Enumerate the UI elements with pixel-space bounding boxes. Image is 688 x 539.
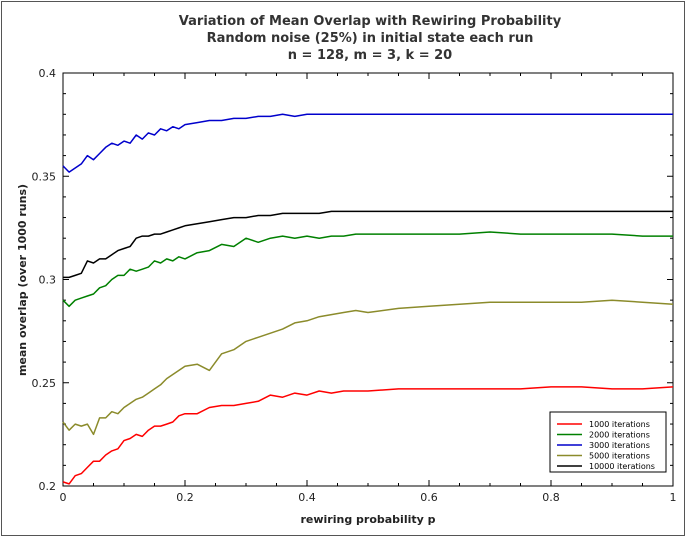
y-axis-ticks: 0.2 0.25 0.3 0.35 0.4: [32, 67, 673, 493]
legend-box: [549, 411, 667, 473]
chart-title: Variation of Mean Overlap with Rewiring …: [179, 14, 562, 63]
y-tick-label: 0.25: [32, 377, 57, 390]
series-line-10000: [63, 210, 673, 279]
series-line-5000: [62, 299, 674, 436]
legend-label: 3000 iterations: [589, 441, 650, 450]
series-line-2000: [62, 231, 673, 308]
series-line-3000: [62, 113, 673, 173]
legend-label: 10000 iterations: [589, 462, 655, 471]
y-tick-label: 0.3: [39, 274, 57, 287]
x-tick-label: 0.4: [298, 491, 316, 504]
x-axis-label: rewiring probability p: [300, 513, 435, 526]
legend-label: 5000 iterations: [589, 452, 650, 461]
y-axis-label: mean overlap (over 1000 runs): [16, 184, 29, 376]
series-lines: [62, 113, 674, 485]
chart-title-line-2: Random noise (25%) in initial state each…: [207, 31, 534, 46]
x-tick-label: 0: [60, 491, 67, 504]
legend-label: 2000 iterations: [589, 431, 650, 440]
chart-title-line-3: n = 128, m = 3, k = 20: [288, 48, 452, 63]
x-tick-label: 0.8: [542, 491, 560, 504]
x-tick-label: 0.6: [420, 491, 438, 504]
series-line-1000: [62, 386, 674, 485]
x-axis-ticks: 0 0.2 0.4 0.6 0.8 1: [60, 73, 677, 504]
x-tick-label: 1: [670, 491, 677, 504]
y-tick-label: 0.4: [39, 67, 57, 80]
chart-title-line-1: Variation of Mean Overlap with Rewiring …: [179, 14, 562, 29]
x-tick-label: 0.2: [176, 491, 194, 504]
y-tick-label: 0.2: [39, 480, 57, 493]
legend-label: 1000 iterations: [589, 420, 650, 429]
y-tick-label: 0.35: [32, 170, 57, 183]
